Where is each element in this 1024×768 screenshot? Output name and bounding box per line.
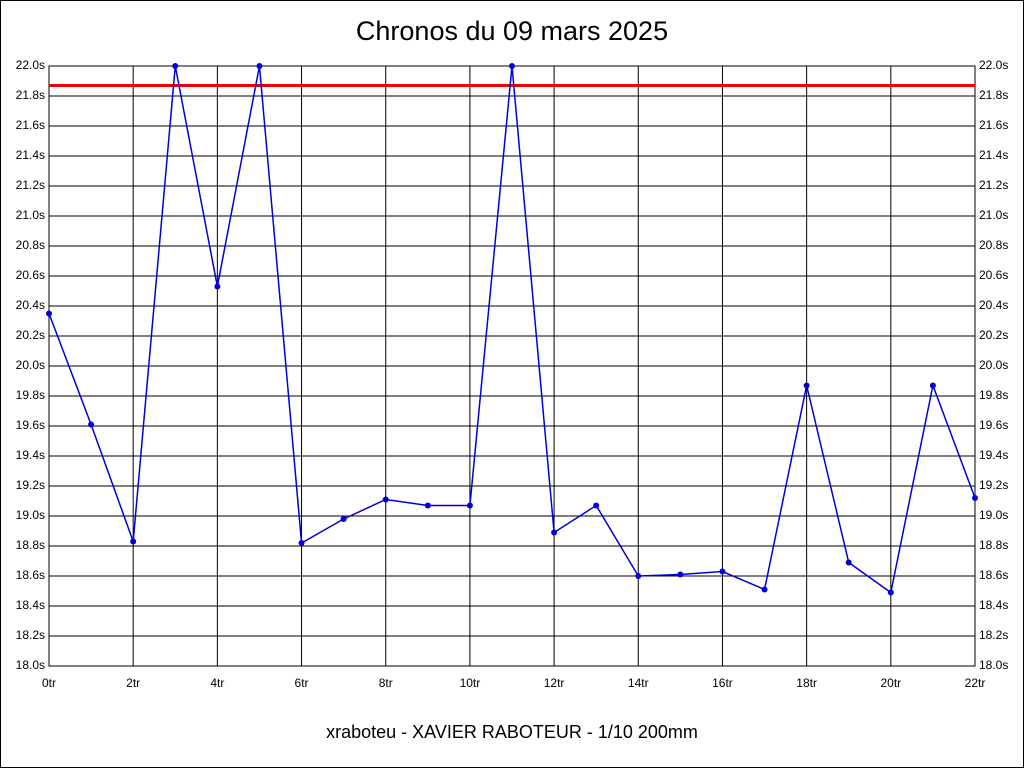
y-tick-label: 21.8s [16,88,45,102]
y-tick-label: 18.6s [16,568,45,582]
y-tick-label: 18.0s [16,658,45,672]
y2-tick-label: 18.8s [979,538,1008,552]
data-point [972,495,978,501]
x-tick-label: 18tr [796,676,817,690]
y-tick-label: 22.0s [16,58,45,72]
x-tick-label: 12tr [544,676,565,690]
y2-tick-label: 21.2s [979,178,1008,192]
y-tick-label: 19.0s [16,508,45,522]
y2-tick-label: 19.0s [979,508,1008,522]
chart-title: Chronos du 09 mars 2025 [356,16,668,46]
data-point [298,540,305,546]
y2-tick-label: 20.4s [979,298,1008,312]
data-point [256,63,263,69]
y-tick-label: 19.4s [16,448,45,462]
x-tick-label: 14tr [628,676,649,690]
y2-tick-label: 18.0s [979,658,1008,672]
data-point [172,63,179,69]
y-tick-label: 20.2s [16,328,45,342]
y2-tick-label: 18.2s [979,628,1008,642]
y2-tick-label: 20.2s [979,328,1008,342]
data-point [424,502,431,509]
x-tick-label: 4tr [210,676,224,690]
y-tick-label: 18.4s [16,598,45,612]
y-tick-label: 19.8s [16,388,45,402]
x-tick-label: 6tr [295,676,309,690]
x-tick-label: 0tr [42,676,56,690]
y2-tick-label: 19.2s [979,478,1008,492]
data-point [130,538,137,545]
data-point [382,496,389,503]
y-tick-label: 21.4s [16,148,45,162]
x-tick-label: 22tr [965,676,986,690]
y2-tick-label: 18.6s [979,568,1008,582]
y2-tick-label: 19.6s [979,418,1008,432]
data-point [551,529,558,536]
x-tick-label: 16tr [712,676,733,690]
y-tick-label: 21.0s [16,208,45,222]
chart-caption: xraboteu - XAVIER RABOTEUR - 1/10 200mm [326,722,698,742]
x-tick-label: 20tr [880,676,901,690]
x-tick-label: 8tr [379,676,393,690]
y2-tick-label: 21.6s [979,118,1008,132]
y2-tick-label: 21.4s [979,148,1008,162]
data-point [845,559,852,566]
x-tick-label: 10tr [460,676,481,690]
y-tick-label: 20.4s [16,298,45,312]
data-point [635,573,642,579]
data-point [719,568,726,575]
data-point [761,586,768,593]
data-point [214,283,221,290]
data-point [88,421,95,428]
y-tick-label: 21.2s [16,178,45,192]
data-point [509,63,515,69]
data-point [593,502,600,509]
y-tick-label: 19.6s [16,418,45,432]
data-point [46,310,52,317]
x-tick-label: 2tr [126,676,140,690]
data-point [466,502,473,509]
y-tick-label: 19.2s [16,478,45,492]
y2-tick-label: 20.8s [979,238,1008,252]
y2-tick-label: 19.4s [979,448,1008,462]
data-point [929,382,936,389]
y-tick-label: 20.6s [16,268,45,282]
y-tick-label: 20.0s [16,358,45,372]
data-point [803,382,810,389]
y2-tick-label: 18.4s [979,598,1008,612]
y2-tick-label: 20.6s [979,268,1008,282]
y-tick-label: 18.8s [16,538,45,552]
data-point [340,516,347,522]
y2-tick-label: 21.8s [979,88,1008,102]
y-tick-label: 21.6s [16,118,45,132]
data-point [887,589,894,596]
y2-tick-label: 20.0s [979,358,1008,372]
y2-tick-label: 19.8s [979,388,1008,402]
y-tick-label: 18.2s [16,628,45,642]
data-point [677,571,684,578]
y-tick-label: 20.8s [16,238,45,252]
y2-tick-label: 22.0s [979,58,1008,72]
y2-tick-label: 21.0s [979,208,1008,222]
